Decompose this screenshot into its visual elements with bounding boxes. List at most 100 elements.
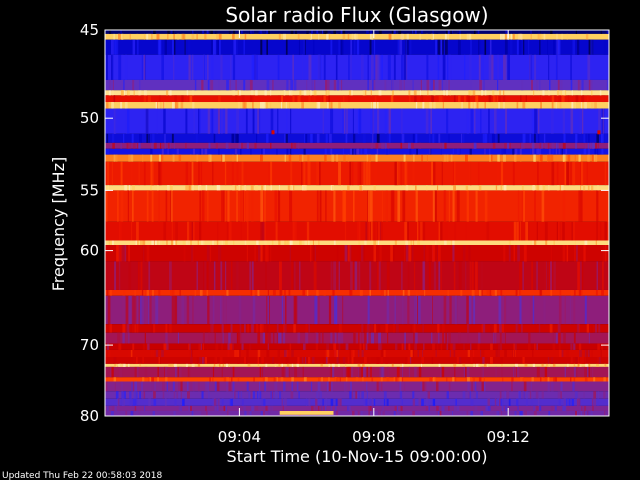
texture-stripe [153,391,156,399]
texture-stripe [478,377,482,382]
texture-stripe [466,295,469,325]
texture-stripe [260,410,263,416]
texture-stripe [170,240,174,246]
texture-stripe [387,366,389,378]
texture-stripe [547,357,550,364]
texture-stripe [234,185,237,191]
texture-stripe [249,30,252,34]
texture-stripe [317,102,321,109]
texture-stripe [578,289,582,296]
texture-stripe [573,363,576,367]
texture-stripe [351,391,353,399]
texture-stripe [210,30,213,34]
texture-stripe [161,349,164,357]
texture-stripe [235,39,238,55]
texture-stripe [570,161,572,186]
texture-stripe [121,391,124,399]
texture-stripe [243,405,246,411]
texture-stripe [579,349,582,357]
texture-stripe [217,108,220,134]
texture-stripe [573,295,576,325]
texture-stripe [512,161,515,186]
texture-stripe [204,148,208,155]
texture-stripe [559,349,562,357]
texture-stripe [220,245,222,262]
texture-stripe [170,190,173,222]
texture-stripe [522,133,526,143]
texture-stripe [316,102,319,109]
texture-stripe [601,95,604,103]
texture-stripe [539,185,543,191]
texture-stripe [150,154,153,162]
texture-stripe [215,343,219,350]
texture-stripe [157,377,159,382]
texture-stripe [481,349,485,357]
texture-stripe [369,398,372,406]
frequency-band-9 [105,133,609,143]
texture-stripe [490,343,493,350]
texture-stripe [422,221,426,241]
texture-stripe [206,30,209,34]
texture-stripe [256,240,259,246]
texture-stripe [440,221,443,241]
texture-stripe [217,79,220,91]
texture-stripe [314,245,316,262]
texture-stripe [432,190,435,222]
texture-stripe [143,391,146,399]
texture-stripe [285,102,287,109]
texture-stripe [498,343,500,350]
texture-stripe [504,295,507,325]
texture-stripe [575,95,579,103]
texture-stripe [500,185,502,191]
texture-stripe [558,221,561,241]
texture-stripe [487,363,489,367]
texture-stripe [109,30,112,34]
texture-stripe [108,90,112,96]
texture-stripe [588,79,591,91]
texture-stripe [482,366,484,378]
texture-stripe [205,381,208,392]
texture-stripe [155,295,159,325]
texture-stripe [467,324,470,333]
texture-stripe [310,381,313,392]
texture-stripe [247,363,251,367]
texture-stripe [498,102,500,109]
texture-stripe [314,405,317,411]
texture-stripe [515,289,518,296]
texture-stripe [172,39,175,55]
texture-stripe [198,161,202,186]
texture-stripe [502,95,506,103]
texture-stripe [231,377,233,382]
frequency-band-20 [105,289,609,296]
texture-stripe [265,332,268,344]
texture-stripe [519,261,522,290]
texture-stripe [390,245,393,262]
texture-stripe [143,161,146,186]
texture-stripe [476,261,478,290]
texture-stripe [430,79,433,91]
texture-stripe [363,398,367,406]
texture-stripe [225,108,228,134]
texture-stripe [468,295,472,325]
texture-stripe [525,221,529,241]
texture-stripe [580,405,583,411]
y-tick-label-4: 70 [80,336,99,354]
texture-stripe [405,357,407,364]
texture-stripe [284,154,286,162]
texture-stripe [350,289,353,296]
texture-stripe [464,54,466,80]
texture-stripe [500,161,504,186]
texture-stripe [592,405,594,411]
texture-stripe [262,30,266,34]
texture-stripe [250,289,253,296]
texture-stripe [489,133,492,143]
texture-stripe [238,142,242,149]
texture-stripe [327,102,329,109]
texture-stripe [477,161,480,186]
texture-stripe [437,39,441,55]
texture-stripe [153,240,156,246]
interference-spot-2 [597,130,601,135]
texture-stripe [232,185,235,191]
texture-stripe [199,108,201,134]
texture-stripe [412,398,416,406]
